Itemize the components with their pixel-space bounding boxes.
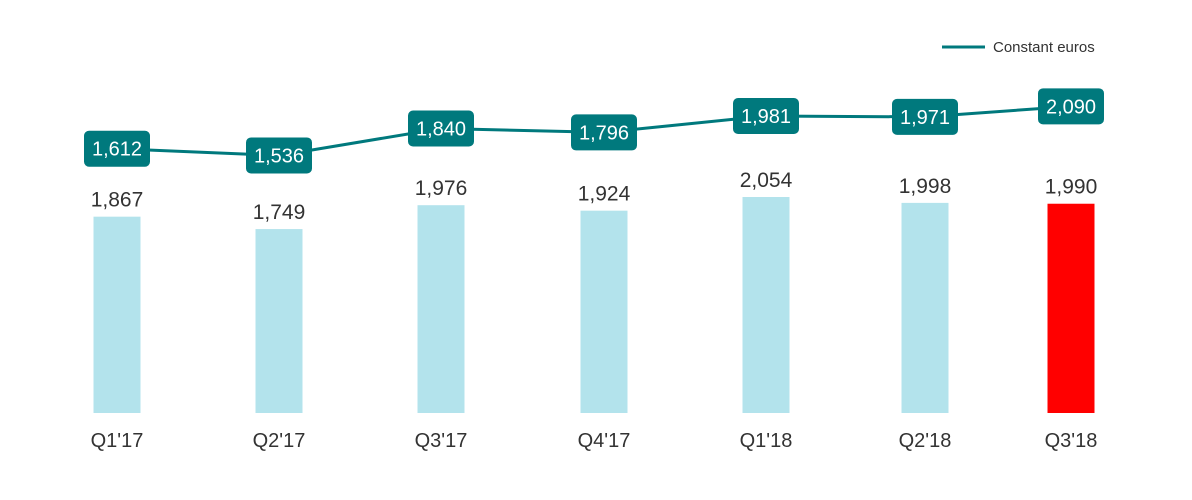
line-point-box-1 [246, 137, 312, 174]
line-value-label-3: 1,796 [579, 122, 629, 144]
line-value-label-1: 1,536 [254, 145, 304, 167]
line-point-box-2 [408, 110, 474, 147]
line-value-label-4: 1,981 [741, 106, 791, 128]
bar-2 [417, 205, 465, 413]
bar-6 [1047, 203, 1095, 413]
bar-value-label-6: 1,990 [1045, 176, 1098, 199]
line-point-box-0 [84, 130, 150, 167]
x-tick-label-1: Q2'17 [253, 430, 306, 452]
x-axis-ticks: Q1'17 Q2'17 Q3'17 Q4'17 Q1'18 Q2'18 Q3'18 [91, 430, 1098, 452]
bar-0 [93, 216, 141, 413]
bar-value-label-1: 1,749 [253, 201, 306, 224]
bar-value-label-5: 1,998 [899, 175, 952, 198]
bar-labels-layer: 1,867 1,749 1,976 1,924 2,054 1,998 1,990 [91, 169, 1098, 224]
x-tick-label-0: Q1'17 [91, 430, 144, 452]
x-tick-label-6: Q3'18 [1045, 430, 1098, 452]
line-value-label-0: 1,612 [92, 139, 142, 161]
bar-3 [580, 210, 628, 413]
bar-value-label-3: 1,924 [578, 183, 631, 206]
line-point-box-3 [571, 114, 637, 151]
bar-4 [742, 197, 790, 413]
bar-1 [255, 229, 303, 413]
x-tick-label-4: Q1'18 [740, 430, 793, 452]
bar-value-label-0: 1,867 [91, 189, 144, 212]
x-tick-label-3: Q4'17 [578, 430, 631, 452]
line-value-label-5: 1,971 [900, 107, 950, 129]
bars-layer [93, 197, 1095, 413]
line-layer: 1,612 1,536 1,840 1,796 1,981 1,971 2,090 [84, 88, 1104, 174]
line-point-box-6 [1038, 88, 1104, 125]
legend-label-constant-euros: Constant euros [993, 39, 1095, 56]
x-tick-label-5: Q2'18 [899, 430, 952, 452]
x-tick-label-2: Q3'17 [415, 430, 468, 452]
chart-legend: Constant euros [942, 39, 1095, 56]
line-value-label-2: 1,840 [416, 119, 466, 141]
bar-value-label-4: 2,054 [740, 169, 793, 192]
line-point-box-4 [733, 98, 799, 134]
line-point-box-5 [892, 98, 958, 135]
bar-5 [901, 202, 949, 413]
bar-value-label-2: 1,976 [415, 177, 468, 200]
line-value-label-6: 2,090 [1046, 96, 1096, 118]
